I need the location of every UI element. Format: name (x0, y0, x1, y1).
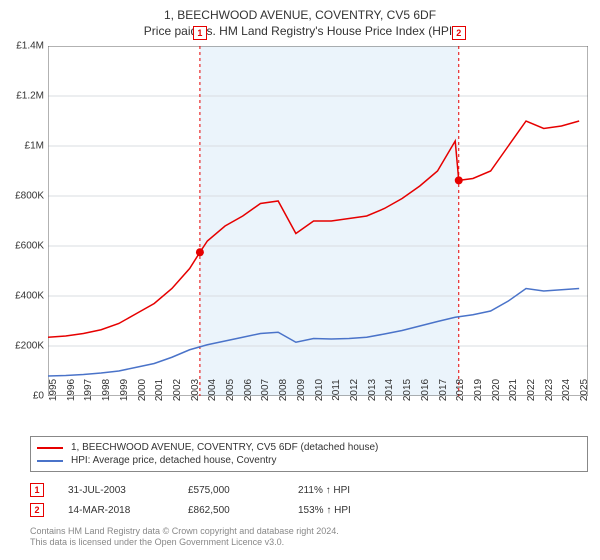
x-tick-label: 2000 (137, 379, 148, 401)
x-tick-label: 1996 (66, 379, 77, 401)
y-tick-label: £1.4M (16, 41, 44, 52)
tx-date: 31-JUL-2003 (68, 485, 188, 496)
y-tick-label: £200K (15, 341, 44, 352)
tx-vs-hpi: 211% ↑ HPI (298, 485, 418, 496)
footer-line-2: This data is licensed under the Open Gov… (30, 537, 588, 548)
x-tick-label: 2018 (455, 379, 466, 401)
legend-row: HPI: Average price, detached house, Cove… (37, 454, 581, 467)
x-tick-label: 2013 (367, 379, 378, 401)
x-tick-label: 2005 (225, 379, 236, 401)
x-tick-label: 1997 (83, 379, 94, 401)
x-tick-label: 2016 (420, 379, 431, 401)
legend-label: HPI: Average price, detached house, Cove… (71, 455, 277, 466)
title-line-1: 1, BEECHWOOD AVENUE, COVENTRY, CV5 6DF (0, 8, 600, 22)
x-tick-label: 2021 (508, 379, 519, 401)
event-marker-box: 1 (193, 26, 207, 40)
y-tick-label: £0 (33, 391, 44, 402)
x-tick-label: 2014 (384, 379, 395, 401)
x-tick-label: 1999 (119, 379, 130, 401)
tx-marker: 1 (30, 483, 44, 497)
y-tick-label: £400K (15, 291, 44, 302)
chart-plot-area: £0£200K£400K£600K£800K£1M£1.2M£1.4M 12 (48, 46, 588, 396)
legend-label: 1, BEECHWOOD AVENUE, COVENTRY, CV5 6DF (… (71, 442, 378, 453)
table-row: 2 14-MAR-2018 £862,500 153% ↑ HPI (30, 500, 588, 520)
footer: Contains HM Land Registry data © Crown c… (30, 526, 588, 549)
x-tick-label: 2025 (579, 379, 590, 401)
x-tick-label: 1998 (101, 379, 112, 401)
legend-swatch (37, 447, 63, 449)
footer-line-1: Contains HM Land Registry data © Crown c… (30, 526, 588, 537)
y-tick-label: £800K (15, 191, 44, 202)
tx-price: £575,000 (188, 485, 298, 496)
title-line-2: Price paid vs. HM Land Registry's House … (0, 24, 600, 38)
tx-marker: 2 (30, 503, 44, 517)
x-tick-label: 2011 (331, 379, 342, 401)
x-tick-label: 2020 (491, 379, 502, 401)
x-tick-label: 2007 (260, 379, 271, 401)
x-tick-label: 2019 (473, 379, 484, 401)
tx-vs-hpi: 153% ↑ HPI (298, 505, 418, 516)
x-tick-label: 2008 (278, 379, 289, 401)
x-tick-label: 2010 (314, 379, 325, 401)
x-tick-label: 2003 (190, 379, 201, 401)
x-tick-label: 2001 (154, 379, 165, 401)
y-tick-label: £1M (25, 141, 44, 152)
x-tick-label: 2024 (561, 379, 572, 401)
legend-swatch (37, 460, 63, 462)
x-tick-label: 2012 (349, 379, 360, 401)
title-block: 1, BEECHWOOD AVENUE, COVENTRY, CV5 6DF P… (0, 0, 600, 40)
transaction-table: 1 31-JUL-2003 £575,000 211% ↑ HPI 2 14-M… (30, 480, 588, 520)
x-tick-label: 2017 (438, 379, 449, 401)
tx-date: 14-MAR-2018 (68, 505, 188, 516)
table-row: 1 31-JUL-2003 £575,000 211% ↑ HPI (30, 480, 588, 500)
legend-row: 1, BEECHWOOD AVENUE, COVENTRY, CV5 6DF (… (37, 441, 581, 454)
x-tick-label: 2006 (243, 379, 254, 401)
x-axis: 1995 1996 1997 1998 1999 2000 2001 2002 2003 2004… (48, 362, 588, 398)
x-tick-label: 2022 (526, 379, 537, 401)
x-tick-label: 1995 (48, 379, 59, 401)
y-tick-label: £1.2M (16, 91, 44, 102)
y-tick-label: £600K (15, 241, 44, 252)
x-tick-label: 2009 (296, 379, 307, 401)
event-marker-box: 2 (452, 26, 466, 40)
chart-svg (48, 46, 588, 396)
legend: 1, BEECHWOOD AVENUE, COVENTRY, CV5 6DF (… (30, 436, 588, 472)
chart-container: 1, BEECHWOOD AVENUE, COVENTRY, CV5 6DF P… (0, 0, 600, 560)
tx-price: £862,500 (188, 505, 298, 516)
x-tick-label: 2002 (172, 379, 183, 401)
x-tick-label: 2023 (544, 379, 555, 401)
x-tick-label: 2015 (402, 379, 413, 401)
y-axis: £0£200K£400K£600K£800K£1M£1.2M£1.4M (0, 46, 46, 396)
x-tick-label: 2004 (207, 379, 218, 401)
